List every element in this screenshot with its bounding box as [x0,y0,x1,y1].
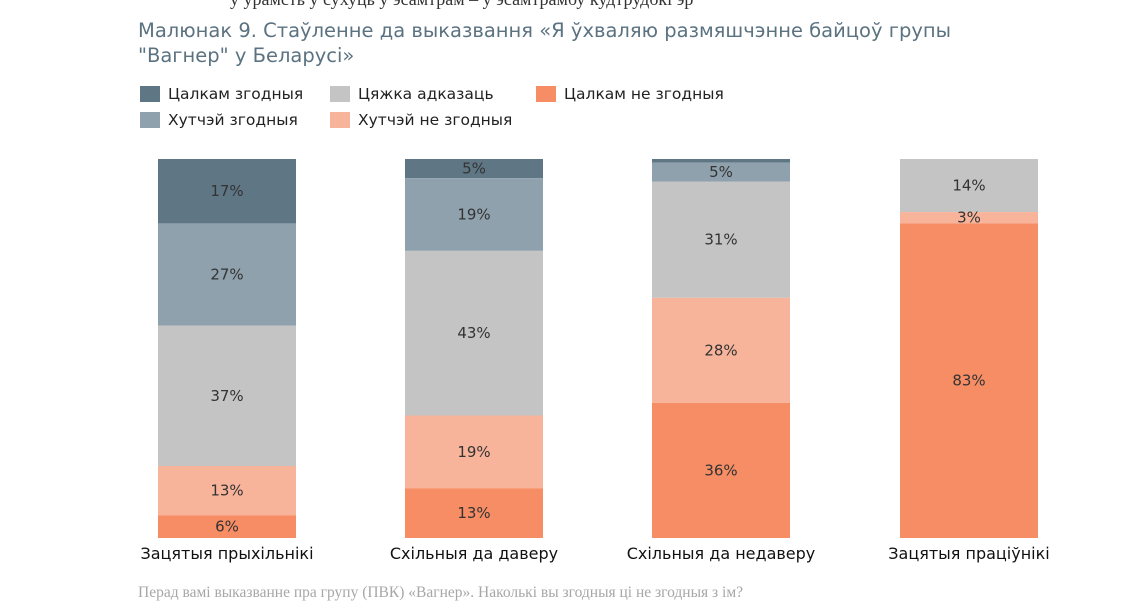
legend-item-fully-agree: Цалкам згодныя [140,84,303,104]
clipped-top-text: у урамсть у сухуць у эсамтрам – у эсамтр… [0,0,1123,14]
x-axis-category-label: Схільныя да даверу [390,544,558,563]
bar-segment [158,465,296,516]
bar-segment [158,325,296,466]
bar-segment [158,223,296,326]
bar-stack-category-committed-supporters: 17% 27% 37% 13% 6% [158,159,296,538]
bar-value-label: 14% [952,177,985,195]
legend-swatch [140,112,160,128]
bar-value-label: 27% [210,266,243,284]
legend-label: Цалкам не згодныя [564,85,724,103]
bar-value-label: 31% [704,231,737,249]
bar-value-label: 19% [457,206,490,224]
bar-segment [405,250,543,416]
legend-item-fully-disagree: Цалкам не згодныя [536,84,724,104]
bar-value-label: 6% [215,518,239,536]
chart-footnote: Перад вамі выказванне пра групу (ПВК) «В… [138,584,744,601]
bar-segment [652,162,790,182]
bar-segment [158,159,296,224]
chart-legend: Цалкам згодныя Цяжка адказаць Цалкам не … [140,84,840,134]
x-axis-category-label: Схільныя да недаверу [627,544,816,563]
legend-item-rather-agree: Хутчэй згодныя [140,110,298,130]
legend-swatch [140,86,160,102]
bar-segment [405,178,543,251]
bar-segment [900,159,1038,213]
bar-value-label: 5% [709,163,733,181]
chart-title-line-2: "Вагнер" у Беларусі» [138,44,355,67]
chart-title: Малюнак 9. Стаўленне да выказвання «Я ўх… [138,18,1038,68]
clipped-text-line: у урамсть у сухуць у эсамтрам – у эсамтр… [230,0,693,10]
bar-segment [405,488,543,538]
bar-value-label: 43% [457,324,490,342]
bar-segment [652,181,790,298]
bar-segment [900,212,1038,224]
bar-segment [652,297,790,403]
bar-segment [158,515,296,538]
x-axis-category-label: Зацятыя праціўнікі [888,544,1049,563]
bar-stack-category-committed-opponents: 14% 3% 83% [900,159,1038,538]
bar-stack-category-inclined-to-trust: 5% 19% 43% 19% 13% [405,159,543,538]
legend-swatch [330,86,350,102]
legend-label: Цалкам згодныя [168,85,304,103]
bar-value-label: 3% [957,209,981,227]
bar-segment [652,159,790,163]
bar-value-label: 83% [952,372,985,390]
bar-segment [405,415,543,489]
x-axis-category-label: Зацятыя прыхільнікі [140,544,313,563]
chart-title-line-1: Малюнак 9. Стаўленне да выказвання «Я ўх… [138,19,952,42]
bar-value-label: 13% [210,482,243,500]
legend-label: Хутчэй згодныя [168,111,298,129]
bar-value-label: 19% [457,443,490,461]
bar-value-label: 17% [210,182,243,200]
bar-stack-category-inclined-to-distrust: 5% 31% 28% 36% [652,159,790,538]
legend-item-hard-to-say: Цяжка адказаць [330,84,494,104]
bar-value-label: 13% [457,504,490,522]
legend-swatch [330,112,350,128]
legend-item-rather-disagree: Хутчэй не згодныя [330,110,512,130]
bar-value-label: 36% [704,461,737,479]
legend-label: Хутчэй не згодныя [358,111,513,129]
legend-swatch [536,86,556,102]
legend-label: Цяжка адказаць [358,85,494,103]
bar-value-label: 37% [210,387,243,405]
bar-segment [652,402,790,538]
bar-value-label: 28% [704,341,737,359]
bar-segment [405,159,543,179]
bar-value-label: 5% [462,160,486,178]
bar-segment [900,223,1038,538]
